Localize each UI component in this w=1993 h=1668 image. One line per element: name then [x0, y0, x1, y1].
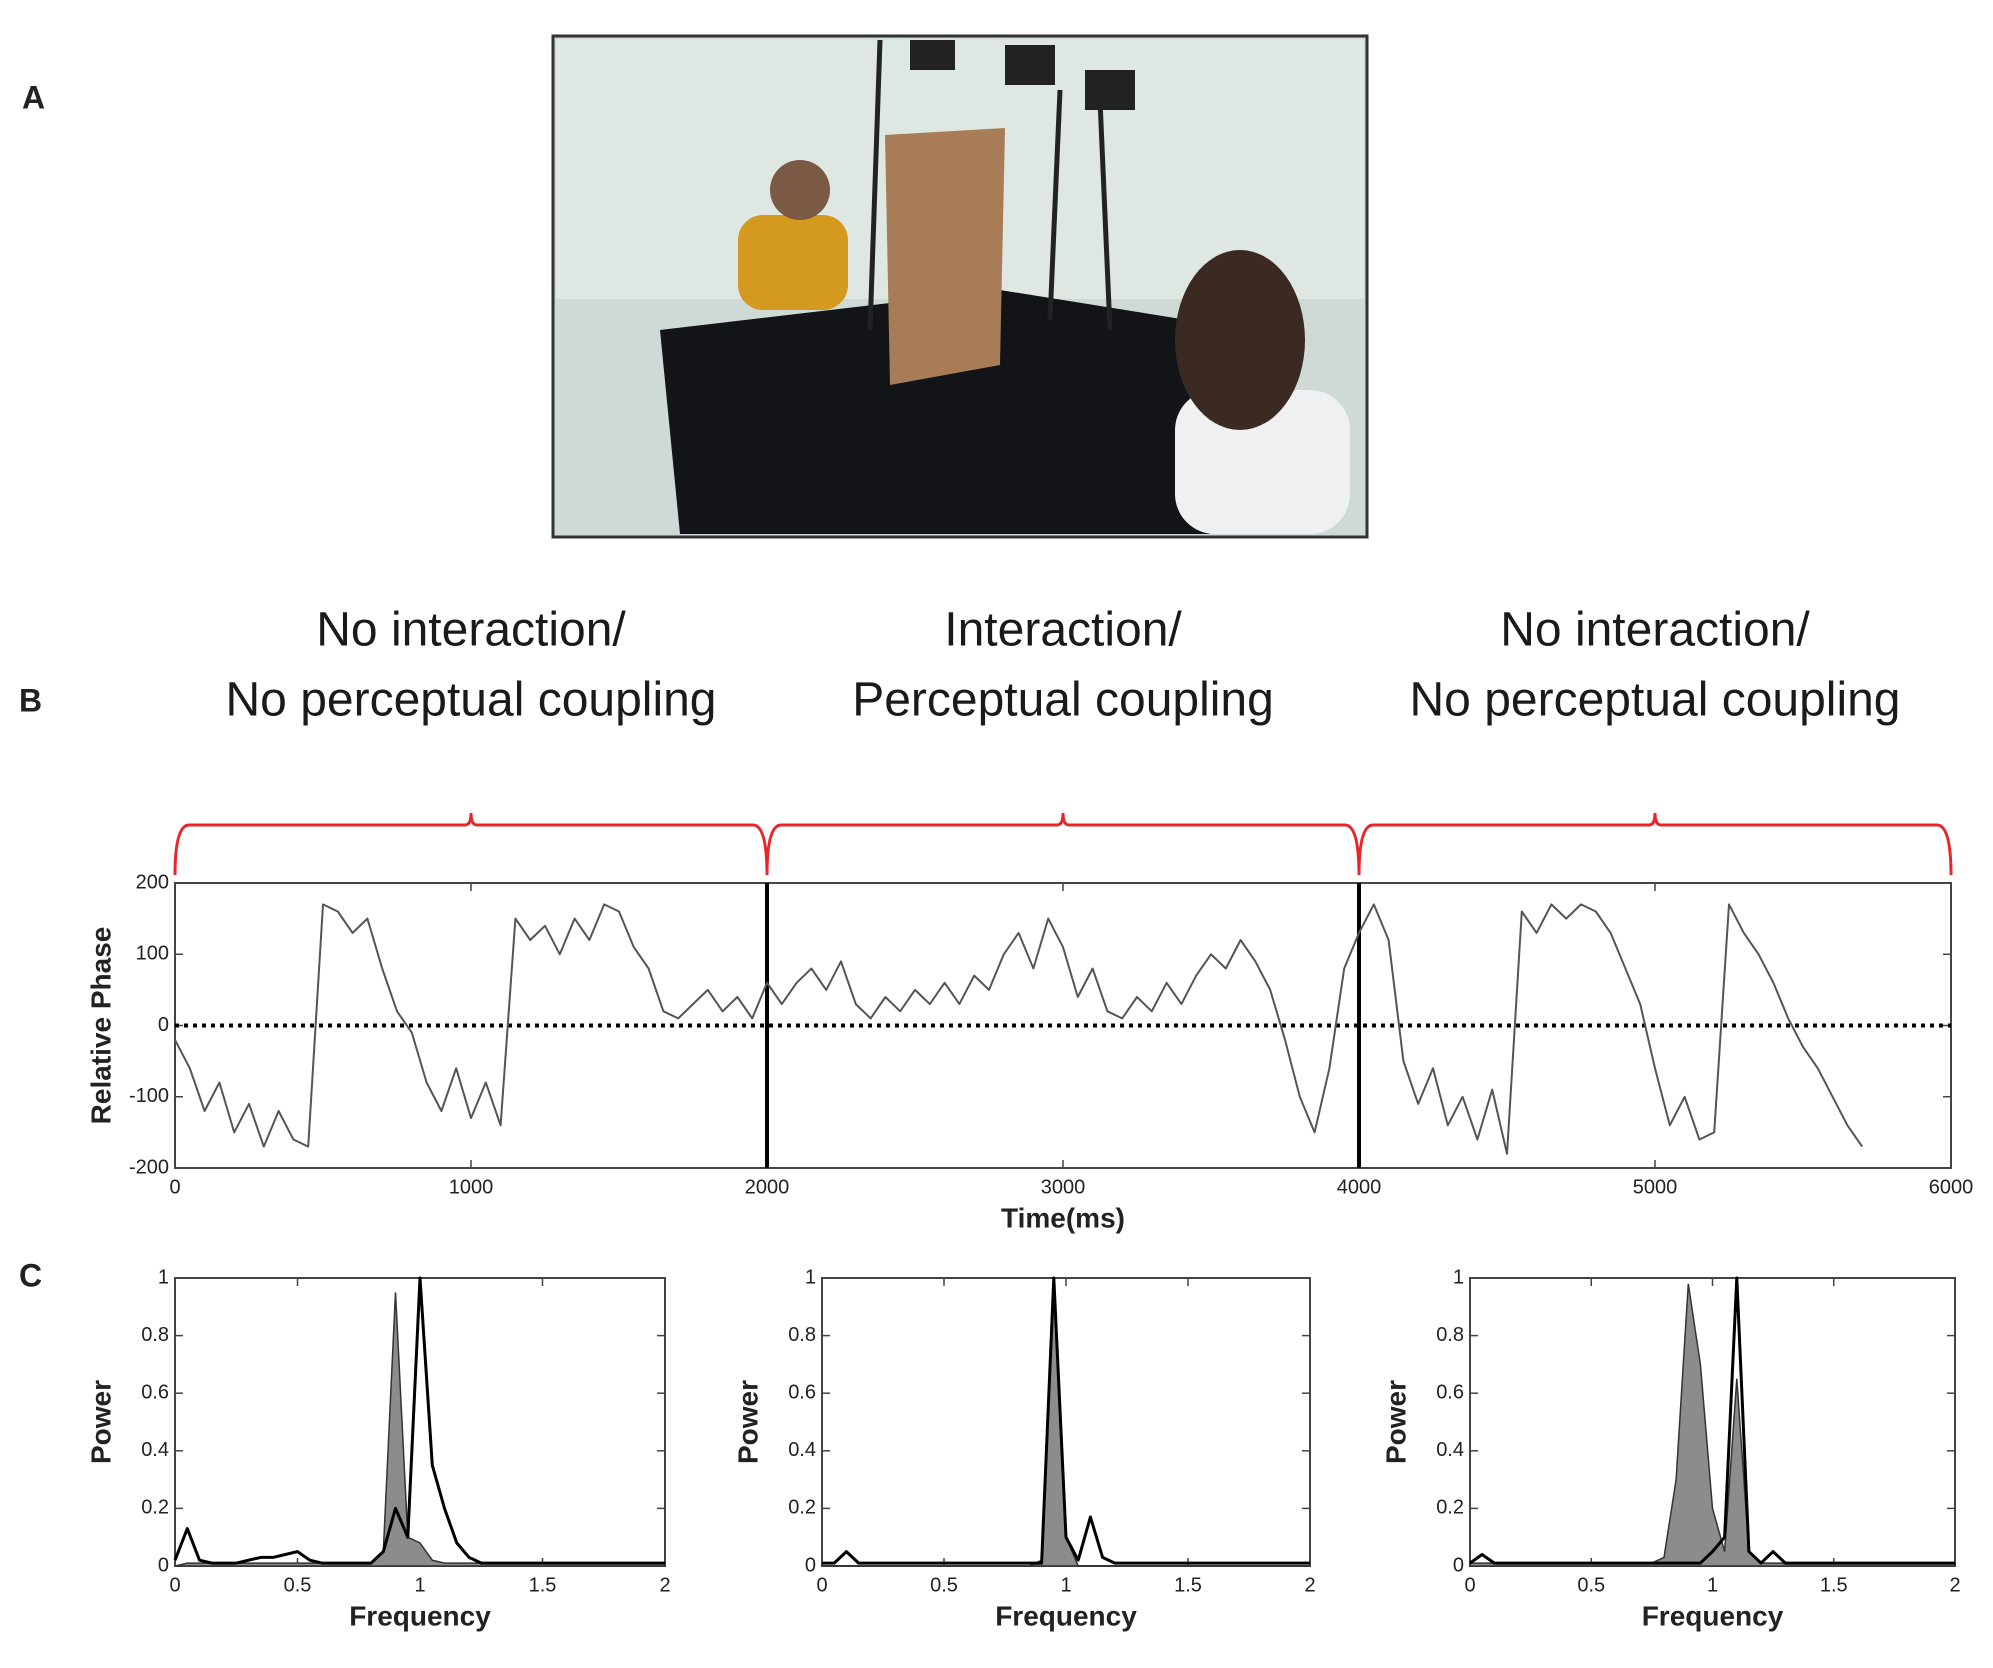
- y-tick-label: -200: [129, 1156, 169, 1178]
- y-tick-label: 0: [805, 1554, 816, 1576]
- x-tick-label: 0: [169, 1574, 180, 1596]
- person-left-head: [770, 160, 830, 220]
- stand: [1047, 89, 1063, 321]
- x-axis-label: Frequency: [995, 1600, 1137, 1631]
- camera: [1085, 70, 1135, 110]
- y-tick-label: 0.2: [141, 1497, 169, 1519]
- camera: [910, 40, 955, 70]
- divider: [885, 128, 1005, 385]
- x-tick-label: 1000: [449, 1176, 494, 1198]
- y-tick-label: 1: [805, 1266, 816, 1288]
- x-tick-label: 0.5: [930, 1574, 958, 1596]
- plot-frame: [174, 1277, 666, 1567]
- y-tick-label: 0.4: [1436, 1439, 1464, 1461]
- x-axis-label: Frequency: [1642, 1600, 1784, 1631]
- x-tick-label: 4000: [1337, 1176, 1382, 1198]
- x-tick-label: 1: [414, 1574, 425, 1596]
- brace: [1357, 812, 1953, 876]
- y-tick-label: 0.8: [1436, 1324, 1464, 1346]
- photo: [551, 34, 1369, 539]
- y-tick-label: 0: [158, 1554, 169, 1576]
- x-tick-label: 1: [1707, 1574, 1718, 1596]
- data-line: [822, 1276, 1310, 1565]
- y-tick-label: 1: [158, 1266, 169, 1288]
- x-tick-label: 2: [1304, 1574, 1315, 1596]
- x-tick-label: 0: [169, 1176, 180, 1198]
- y-tick-label: 0.2: [1436, 1497, 1464, 1519]
- x-tick-label: 1.5: [1820, 1574, 1848, 1596]
- y-tick-label: 200: [136, 871, 169, 893]
- y-tick-label: 100: [136, 943, 169, 965]
- x-tick-label: 2: [1949, 1574, 1960, 1596]
- y-tick-label: -100: [129, 1085, 169, 1107]
- x-tick-label: 1.5: [529, 1574, 557, 1596]
- x-tick-label: 1.5: [1174, 1574, 1202, 1596]
- brace: [765, 812, 1361, 876]
- x-tick-label: 0: [1464, 1574, 1475, 1596]
- x-tick-label: 2000: [745, 1176, 790, 1198]
- x-tick-label: 6000: [1929, 1176, 1974, 1198]
- data-line: [173, 1276, 665, 1565]
- y-tick-label: 0.4: [141, 1439, 169, 1461]
- x-tick-label: 5000: [1633, 1176, 1678, 1198]
- y-tick-label: 0.8: [141, 1324, 169, 1346]
- panel-label: A: [22, 79, 45, 115]
- panel-label: B: [19, 682, 42, 718]
- brace-label: No perceptual coupling: [1410, 674, 1901, 727]
- y-tick-label: 0.4: [788, 1439, 816, 1461]
- brace-label: Perceptual coupling: [852, 674, 1274, 727]
- data-line: [174, 903, 1864, 1155]
- x-tick-label: 1: [1060, 1574, 1071, 1596]
- x-axis-label: Frequency: [349, 1600, 491, 1631]
- brace-label: No interaction/: [1500, 604, 1810, 657]
- x-tick-label: 3000: [1041, 1176, 1086, 1198]
- y-tick-label: 0.6: [141, 1381, 169, 1403]
- brace-label: No interaction/: [316, 604, 626, 657]
- y-tick-label: 0: [158, 1014, 169, 1036]
- x-tick-label: 2: [659, 1574, 670, 1596]
- panel-label: C: [19, 1257, 42, 1293]
- x-tick-label: 0: [816, 1574, 827, 1596]
- person-right-shirt: [1175, 390, 1350, 534]
- y-tick-label: 0: [1453, 1554, 1464, 1576]
- y-tick-label: 0.8: [788, 1324, 816, 1346]
- table: [660, 290, 1250, 534]
- y-axis-label: Power: [85, 1380, 116, 1464]
- person-right-hair: [1175, 250, 1305, 430]
- y-tick-label: 0.6: [1436, 1381, 1464, 1403]
- brace: [173, 812, 769, 876]
- x-tick-label: 0.5: [284, 1574, 312, 1596]
- y-axis-label: Power: [1380, 1380, 1411, 1464]
- stand: [867, 39, 883, 331]
- camera: [1005, 45, 1055, 85]
- stand: [1097, 99, 1113, 331]
- data-line: [1469, 1276, 1955, 1565]
- y-tick-label: 0.2: [788, 1497, 816, 1519]
- brace-label: No perceptual coupling: [226, 674, 717, 727]
- y-tick-label: 1: [1453, 1266, 1464, 1288]
- person-left-shirt: [738, 215, 848, 310]
- x-axis-label: Time(ms): [1001, 1202, 1125, 1233]
- x-tick-label: 0.5: [1577, 1574, 1605, 1596]
- brace-label: Interaction/: [944, 604, 1182, 657]
- y-axis-label: Power: [732, 1380, 763, 1464]
- y-tick-label: 0.6: [788, 1381, 816, 1403]
- plot-frame: [174, 882, 1952, 1169]
- y-axis-label: Relative Phase: [85, 927, 116, 1125]
